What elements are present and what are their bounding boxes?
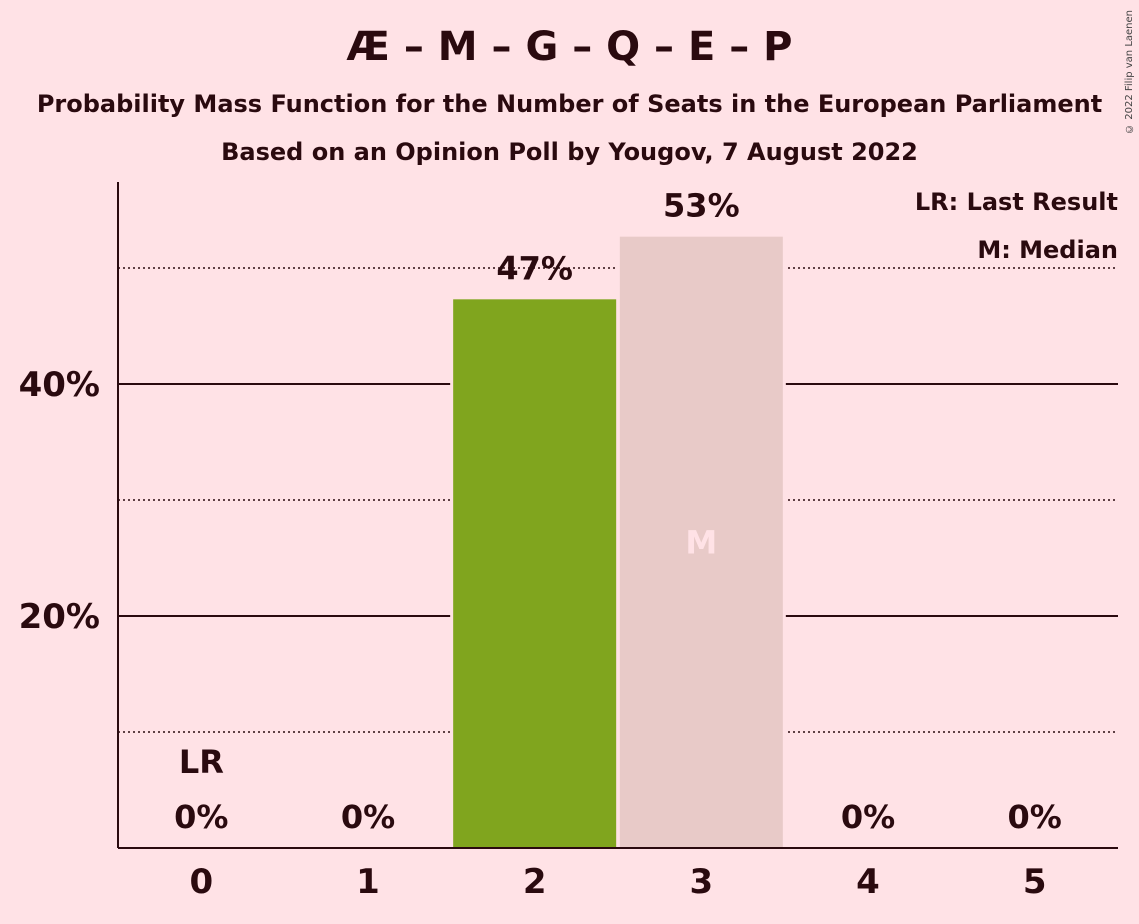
bar-seats-2 xyxy=(453,299,617,848)
legend-median: M: Median xyxy=(977,236,1118,264)
legend-last-result: LR: Last Result xyxy=(915,188,1118,216)
x-tick-label: 1 xyxy=(356,862,380,902)
median-marker: M xyxy=(685,523,717,561)
bar-value-label: 47% xyxy=(496,249,573,287)
bar-seats-3 xyxy=(619,236,783,848)
chart-subtitle-source: Based on an Opinion Poll by Yougov, 7 Au… xyxy=(221,138,918,166)
bar-value-label: 0% xyxy=(841,798,895,836)
x-tick-label: 0 xyxy=(189,862,213,902)
last-result-marker: LR xyxy=(179,743,224,781)
bar-value-label: 0% xyxy=(174,798,228,836)
chart-subtitle-main: Probability Mass Function for the Number… xyxy=(36,90,1103,118)
x-tick-label: 2 xyxy=(523,862,547,902)
bar-value-label: 53% xyxy=(663,187,740,225)
y-tick-label: 20% xyxy=(19,597,100,637)
x-tick-label: 5 xyxy=(1023,862,1047,902)
bar-value-label: 0% xyxy=(341,798,395,836)
y-tick-label: 40% xyxy=(19,365,100,405)
x-tick-label: 3 xyxy=(689,862,713,902)
x-tick-label: 4 xyxy=(856,862,880,902)
chart-title: Æ – M – G – Q – E – P xyxy=(346,24,793,70)
bar-value-label: 0% xyxy=(1008,798,1062,836)
